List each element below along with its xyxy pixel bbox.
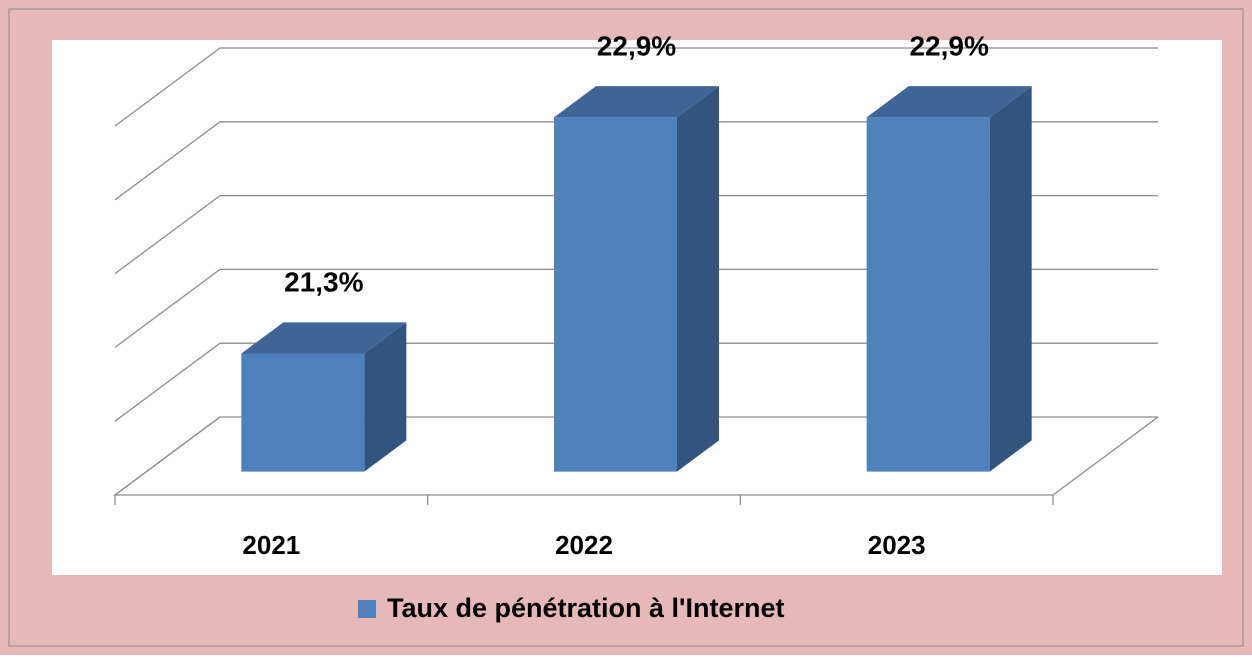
bar-top bbox=[241, 322, 407, 354]
bar-side bbox=[989, 86, 1032, 472]
chart-border bbox=[8, 8, 1244, 647]
x-tick-label: 2022 bbox=[555, 530, 613, 560]
x-tick-label: 2021 bbox=[242, 530, 300, 560]
bar-top bbox=[554, 86, 719, 118]
grid-line bbox=[114, 47, 1158, 127]
bar-side bbox=[677, 86, 719, 472]
grid-line bbox=[114, 416, 1158, 496]
x-tick-label: 2023 bbox=[868, 530, 926, 560]
bar bbox=[554, 117, 677, 472]
bar-side bbox=[364, 322, 407, 472]
value-label: 22,9% bbox=[909, 31, 988, 62]
legend-swatch bbox=[358, 600, 376, 618]
value-label: 22,9% bbox=[597, 31, 676, 62]
value-label: 21,3% bbox=[284, 267, 363, 298]
legend-label: Taux de pénétration à l'Internet bbox=[387, 593, 785, 623]
grid-line bbox=[114, 342, 1158, 422]
bar-top bbox=[866, 86, 1032, 118]
grid-line bbox=[114, 194, 1158, 275]
grid-line bbox=[114, 268, 1158, 348]
bar bbox=[241, 353, 365, 472]
bar bbox=[866, 117, 990, 472]
grid-line bbox=[114, 121, 1158, 201]
